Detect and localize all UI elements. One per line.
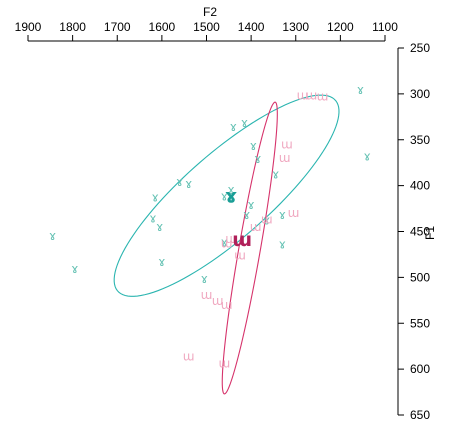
point-series-0: ɤ bbox=[227, 183, 234, 197]
y-axis-title: F1 bbox=[423, 226, 437, 240]
y-axis: 250 300 350 400 450 500 550 600 650 bbox=[397, 41, 430, 422]
centroid-series-0: ɤ bbox=[225, 186, 237, 208]
x-tick-label: 1200 bbox=[327, 20, 354, 34]
point-series-0: ɤ bbox=[230, 120, 237, 134]
y-tick-label: 400 bbox=[410, 179, 430, 193]
point-series-0: ɤ bbox=[158, 255, 165, 269]
x-tick-label: 1900 bbox=[15, 20, 42, 34]
point-series-0: ɤ bbox=[156, 220, 163, 234]
ellipse-series-1 bbox=[221, 101, 278, 395]
point-series-1: ɯ bbox=[279, 151, 291, 165]
y-tick-label: 300 bbox=[410, 87, 430, 101]
point-series-1: ɯ bbox=[221, 236, 233, 250]
x-tick-label: 1500 bbox=[193, 20, 220, 34]
x-axis-title: F2 bbox=[203, 5, 217, 19]
point-series-1: ɯ bbox=[297, 89, 309, 103]
point-series-0: ɤ bbox=[279, 208, 286, 222]
centroid-series-1: ɯ bbox=[232, 229, 252, 251]
point-series-0: ɤ bbox=[243, 208, 250, 222]
point-series-0: ɤ bbox=[221, 190, 228, 204]
point-series-1: ɯ bbox=[212, 294, 224, 308]
point-series-1: ɯ bbox=[261, 213, 273, 227]
point-series-0: ɤ bbox=[221, 236, 228, 250]
ellipses bbox=[113, 94, 340, 395]
point-series-0: ɤ bbox=[241, 116, 248, 130]
centroids: ɤɯ bbox=[225, 186, 252, 251]
point-series-1: ɯ bbox=[201, 288, 213, 302]
point-series-0: ɤ bbox=[357, 83, 364, 97]
point-series-0: ɤ bbox=[149, 212, 156, 226]
y-tick-label: 350 bbox=[410, 133, 430, 147]
y-tick-label: 550 bbox=[410, 316, 430, 330]
ellipse-series-0 bbox=[113, 94, 340, 297]
point-series-1: ɯ bbox=[225, 232, 237, 246]
point-series-0: ɤ bbox=[364, 149, 371, 163]
y-tick-label: 450 bbox=[410, 225, 430, 239]
y-tick-label: 650 bbox=[410, 408, 430, 422]
point-series-0: ɤ bbox=[272, 168, 279, 182]
point-series-0: ɤ bbox=[71, 262, 78, 276]
point-series-1: ɯ bbox=[250, 220, 262, 234]
point-series-0: ɤ bbox=[250, 139, 257, 153]
point-series-1: ɯ bbox=[234, 248, 246, 262]
x-tick-label: 1400 bbox=[238, 20, 265, 34]
y-tick-label: 600 bbox=[410, 362, 430, 376]
x-tick-label: 1600 bbox=[149, 20, 176, 34]
x-tick-label: 1800 bbox=[59, 20, 86, 34]
point-series-0: ɤ bbox=[263, 213, 270, 227]
point-series-1: ɯ bbox=[183, 349, 195, 363]
point-series-0: ɤ bbox=[49, 229, 56, 243]
point-series-0: ɤ bbox=[152, 191, 159, 205]
point-series-1: ɯ bbox=[317, 90, 329, 104]
point-series-0: ɤ bbox=[248, 198, 255, 212]
point-series-0: ɤ bbox=[254, 152, 261, 166]
point-series-0: ɤ bbox=[201, 272, 208, 286]
y-tick-label: 500 bbox=[410, 270, 430, 284]
point-series-1: ɯ bbox=[288, 206, 300, 220]
point-series-1: ɯ bbox=[221, 298, 233, 312]
point-series-1: ɯ bbox=[281, 137, 293, 151]
point-series-0: ɤ bbox=[185, 177, 192, 191]
point-series-0: ɤ bbox=[176, 175, 183, 189]
point-series-0: ɤ bbox=[279, 237, 286, 251]
y-tick-label: 250 bbox=[410, 41, 430, 55]
x-tick-label: 1300 bbox=[282, 20, 309, 34]
point-series-1: ɯ bbox=[218, 357, 230, 371]
x-tick-label: 1700 bbox=[104, 20, 131, 34]
x-tick-label: 1100 bbox=[372, 20, 398, 34]
x-axis: 1900 1800 1700 1600 1500 1400 1300 1200 1100 bbox=[15, 20, 398, 42]
point-series-1: ɯ bbox=[306, 89, 318, 103]
